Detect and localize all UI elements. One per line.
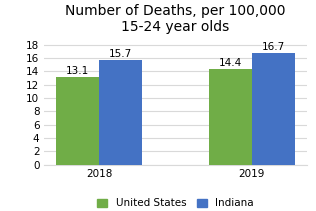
Bar bbox=[252, 53, 295, 165]
Text: 15.7: 15.7 bbox=[109, 49, 132, 59]
Text: 16.7: 16.7 bbox=[262, 42, 285, 52]
Bar bbox=[56, 77, 99, 165]
Title: Number of Deaths, per 100,000
15-24 year olds: Number of Deaths, per 100,000 15-24 year… bbox=[65, 4, 286, 34]
Legend: United States, Indiana: United States, Indiana bbox=[93, 194, 258, 211]
Text: 14.4: 14.4 bbox=[219, 58, 242, 68]
Bar bbox=[209, 69, 252, 165]
Text: 13.1: 13.1 bbox=[66, 66, 89, 76]
Bar bbox=[99, 60, 142, 165]
